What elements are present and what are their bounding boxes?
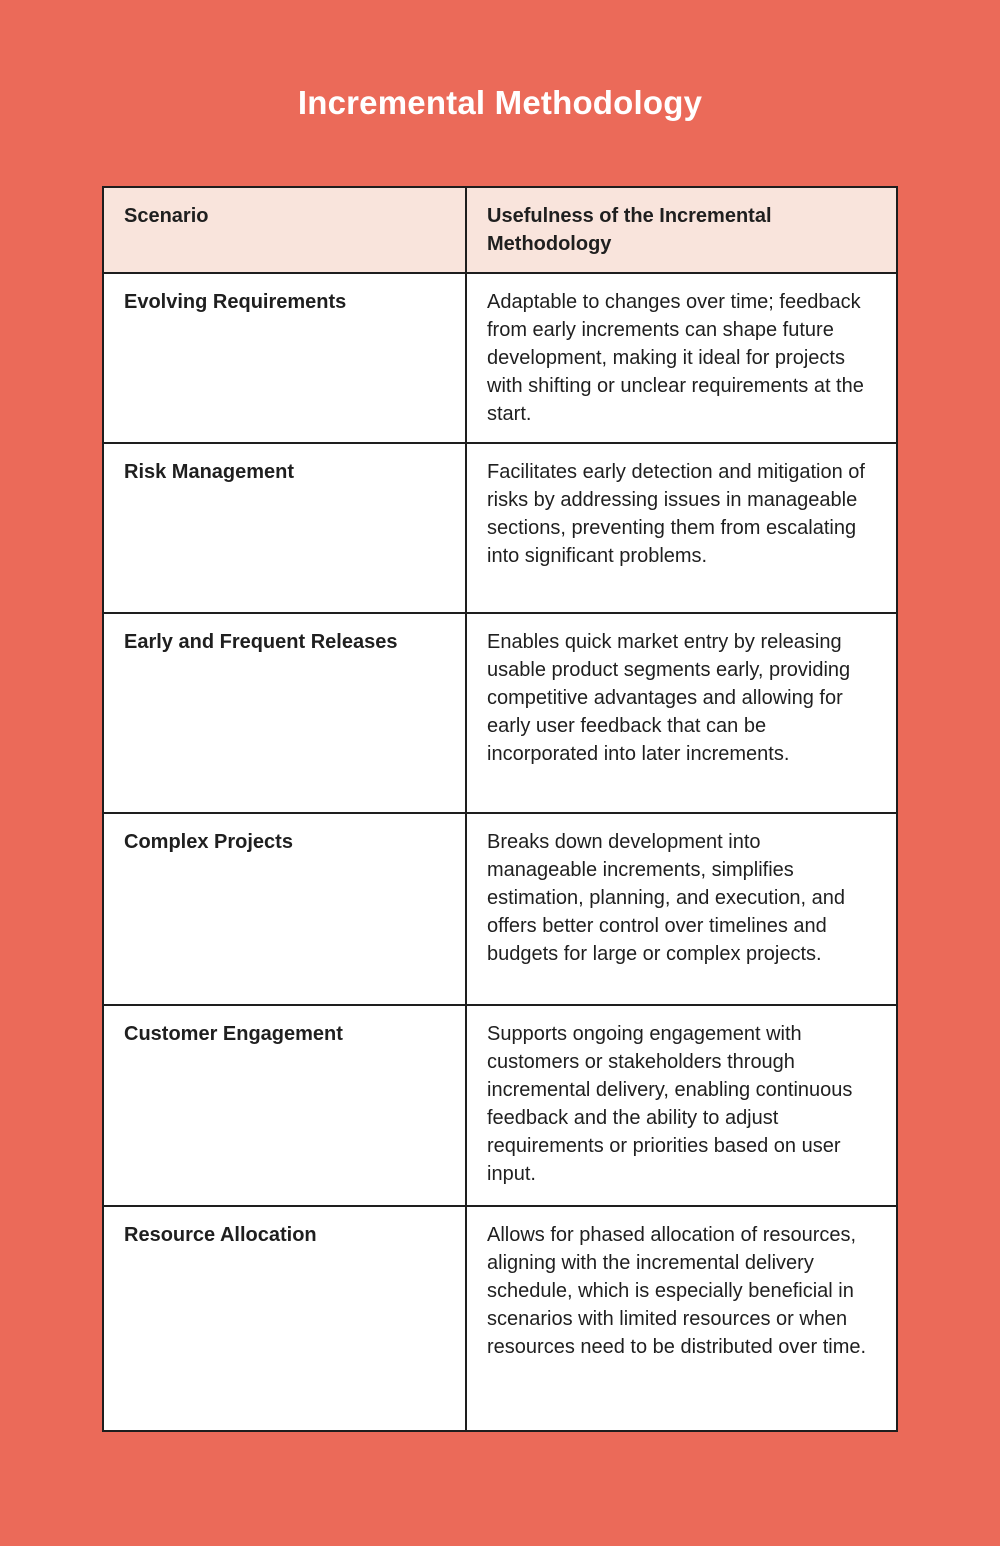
scenario-cell: Evolving Requirements [102,272,467,444]
usefulness-cell: Facilitates early detection and mitigati… [465,442,898,614]
table-header-usefulness: Usefulness of the Incremental Methodolog… [465,186,898,274]
table-row: Risk Management Facilitates early detect… [102,442,898,614]
scenario-cell: Complex Projects [102,812,467,1006]
table-header-scenario: Scenario [102,186,467,274]
usefulness-cell: Enables quick market entry by releasing … [465,612,898,814]
usefulness-cell: Breaks down development into manageable … [465,812,898,1006]
table-row: Complex Projects Breaks down development… [102,812,898,1006]
table-header-row: Scenario Usefulness of the Incremental M… [102,186,898,274]
table-row: Customer Engagement Supports ongoing eng… [102,1004,898,1207]
table-row: Resource Allocation Allows for phased al… [102,1205,898,1432]
scenario-cell: Risk Management [102,442,467,614]
scenario-cell: Customer Engagement [102,1004,467,1207]
scenario-cell: Resource Allocation [102,1205,467,1432]
scenario-cell: Early and Frequent Releases [102,612,467,814]
usefulness-cell: Allows for phased allocation of resource… [465,1205,898,1432]
page-title: Incremental Methodology [297,84,703,121]
table-row: Early and Frequent Releases Enables quic… [102,612,898,814]
usefulness-cell: Supports ongoing engagement with custome… [465,1004,898,1207]
usefulness-cell: Adaptable to changes over time; feedback… [465,272,898,444]
table-row: Evolving Requirements Adaptable to chang… [102,272,898,444]
scenario-table: Scenario Usefulness of the Incremental M… [102,186,898,1432]
